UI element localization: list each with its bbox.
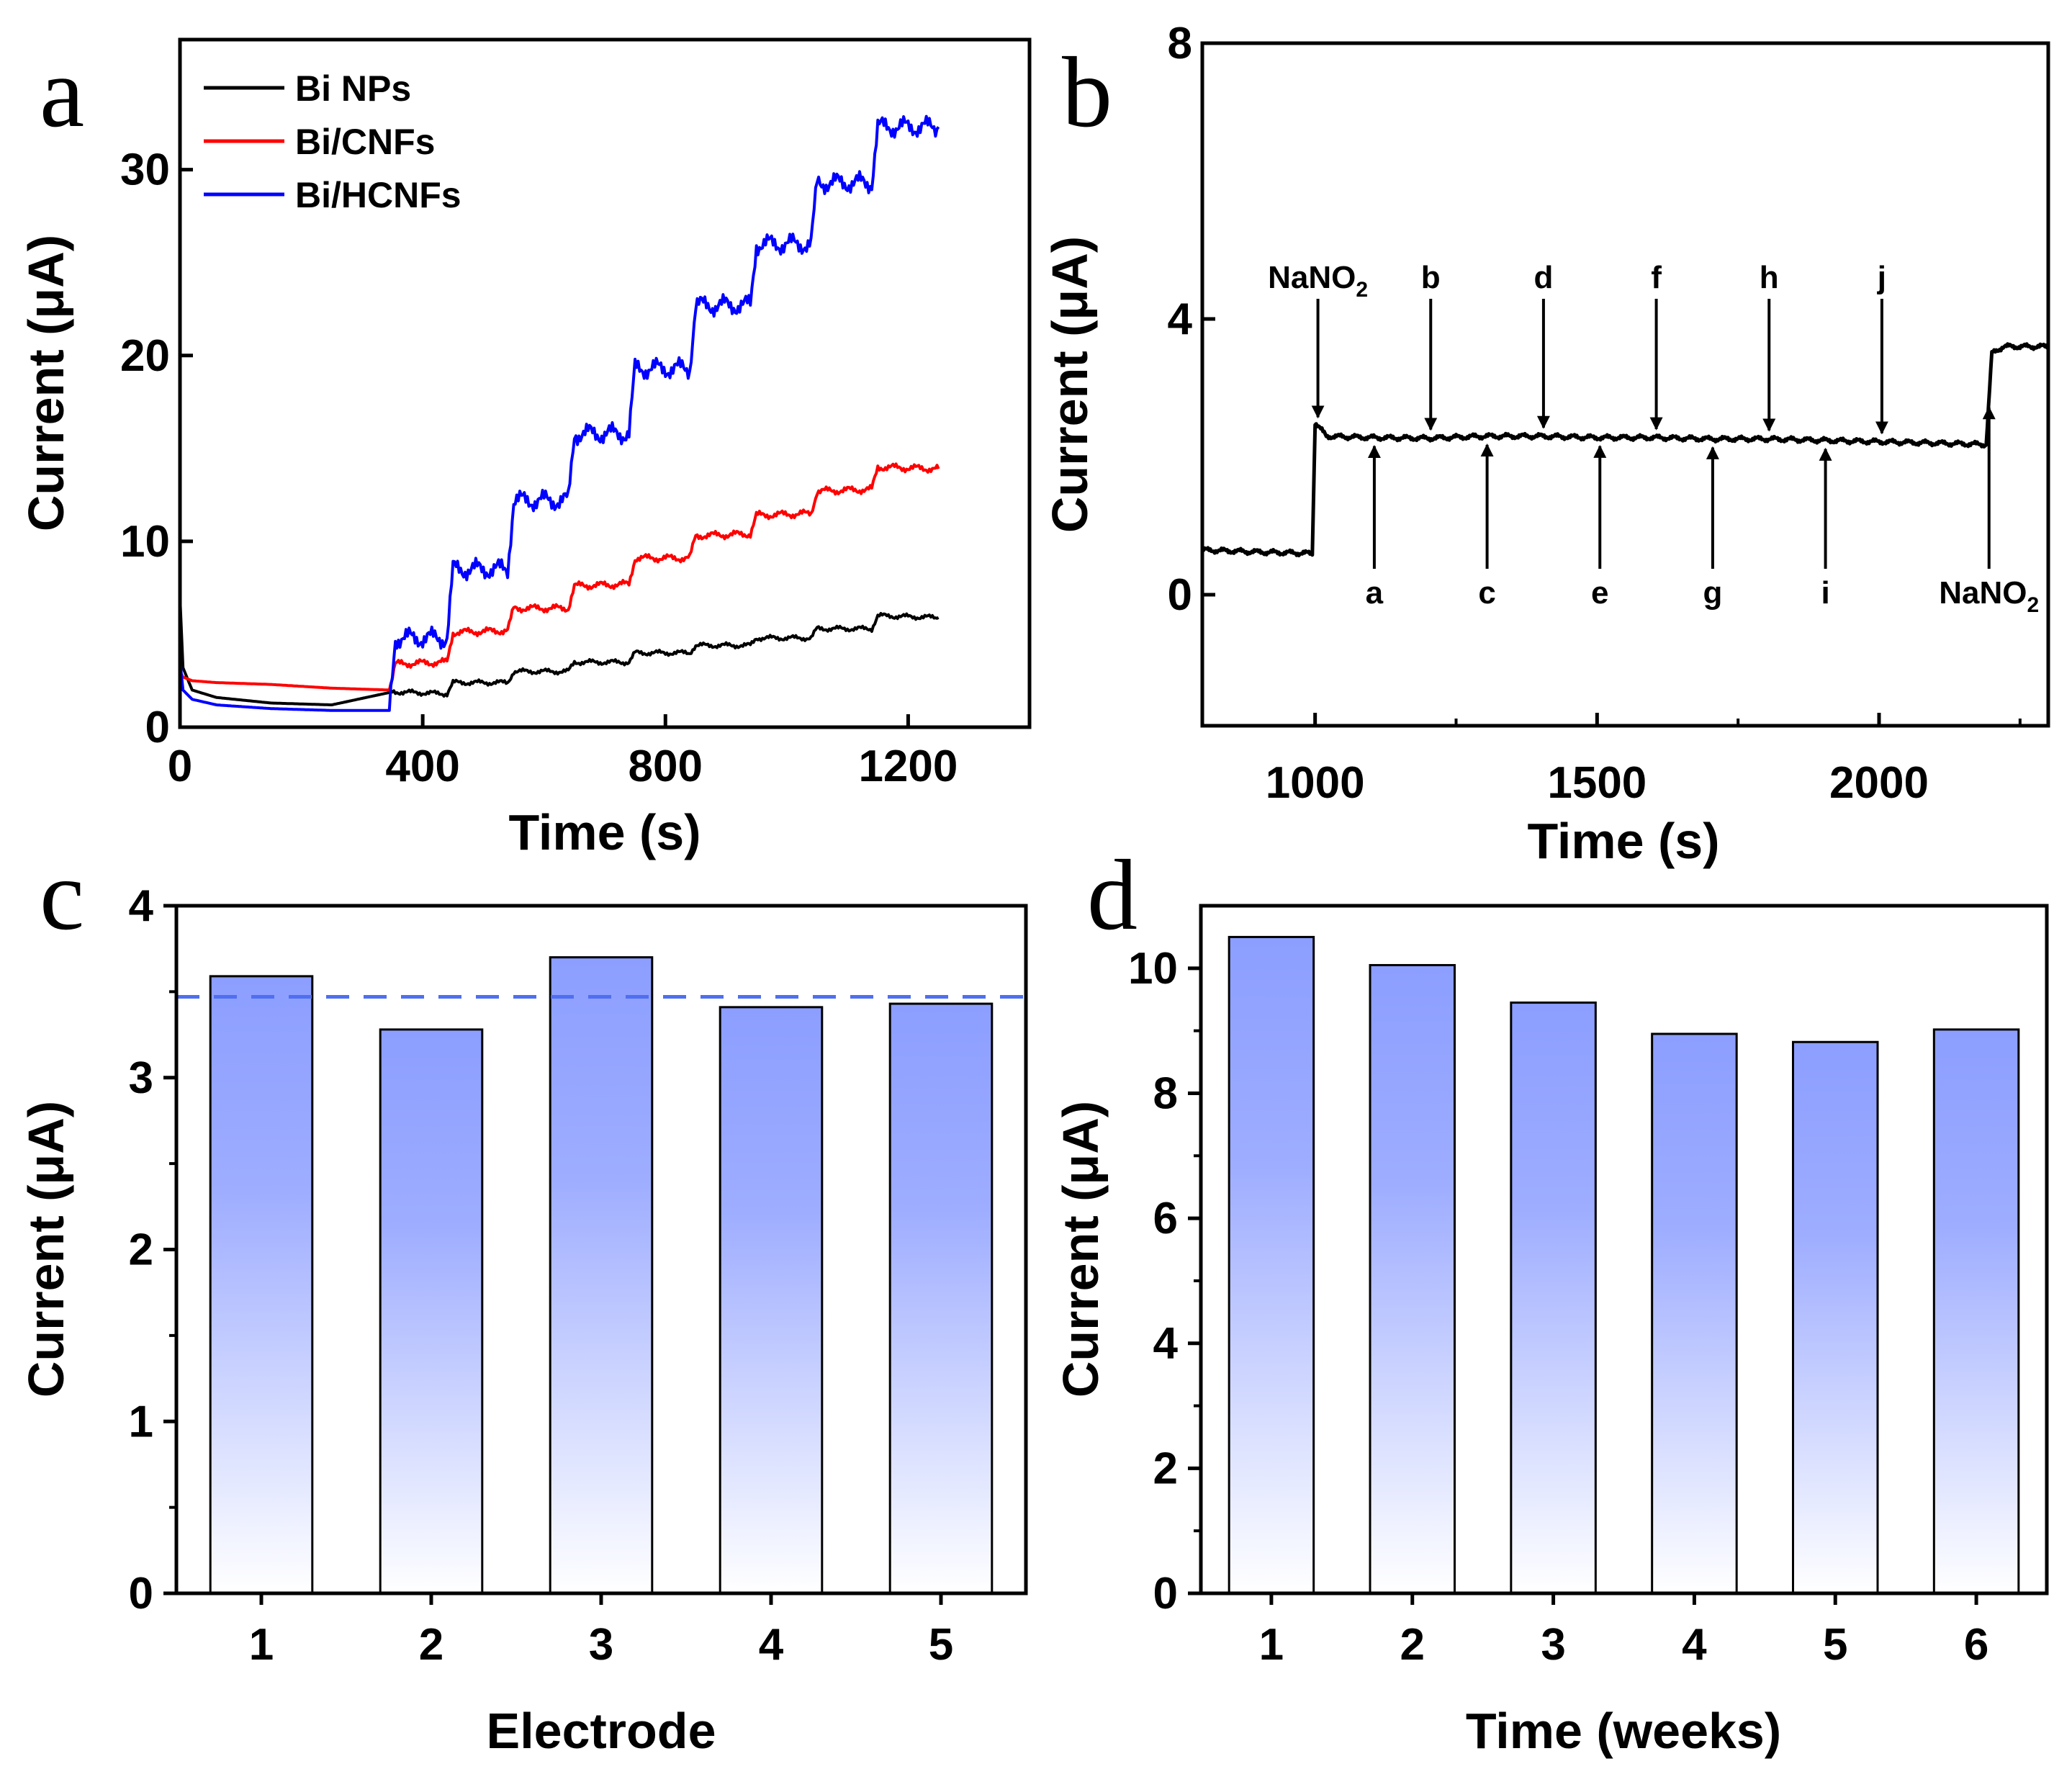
panel-a-xtick-label: 400 (385, 742, 459, 791)
legend-label-bi-cnfs: Bi/CNFs (295, 122, 435, 162)
panel-d-xtick-label: 2 (1400, 1620, 1425, 1670)
panel-d-ytick-label: 8 (1153, 1068, 1178, 1118)
panel-b-xtick-label: 1000 (1266, 758, 1365, 808)
panel-d-ytick-label: 4 (1153, 1319, 1179, 1369)
annotation-g-bottom-label: g (1703, 575, 1722, 611)
panel-c-xlabel: Electrode (487, 1703, 716, 1759)
panel-c-ticks: 1 2 3 4 5 0 1 2 3 4 (129, 881, 954, 1670)
series-line-bi-cnfs (179, 462, 940, 692)
legend-label-bi-hcnfs: Bi/HCNFs (295, 175, 461, 215)
panel-c-ytick-label: 4 (129, 881, 154, 931)
panel-a-legend: Bi NPs Bi/CNFs Bi/HCNFs (204, 68, 461, 215)
panel-c-xtick-label: 3 (589, 1620, 613, 1670)
annotation-e-bottom-label: e (1591, 575, 1608, 611)
panel-b-xtick-label: 2000 (1829, 758, 1929, 808)
annotation-a-bottom-label: a (1366, 575, 1384, 611)
panel-d-xtick-label: 1 (1259, 1620, 1284, 1670)
panel-b-ytick-label: 0 (1168, 570, 1192, 620)
panel-c-ytick-label: 1 (129, 1397, 153, 1446)
annotation-nano2-top-label: NaNO2 (1268, 260, 1368, 302)
panel-d-xtick-label: 4 (1682, 1620, 1707, 1670)
annotation-c-bottom-label: c (1478, 575, 1495, 611)
bar-week-1 (1228, 935, 1315, 1595)
panel-d-bars (1228, 935, 2020, 1595)
bar-electrode-5 (888, 1002, 994, 1595)
panel-a-ytick-label: 30 (120, 145, 170, 195)
panel-c-ytick-label: 0 (129, 1569, 153, 1619)
panel-a-ticks: 0 10 20 30 0 400 800 1200 (120, 145, 958, 791)
panel-d-xtick-label: 6 (1964, 1620, 1988, 1670)
annotation-f-top-label: f (1651, 260, 1662, 295)
panel-a-ytick-label: 10 (120, 517, 170, 567)
panel-d-ytick-label: 2 (1153, 1444, 1178, 1493)
panel-d: 1 2 3 4 5 6 0 2 4 6 8 10 Time (weeks) Current (μA) (1053, 904, 2049, 1759)
panel-b-ticks: 0 4 8 1000 1500 2000 (1168, 19, 2022, 808)
bar-week-5 (1792, 1040, 1879, 1595)
panel-d-ytick-label: 6 (1153, 1194, 1178, 1243)
panel-d-frame (1199, 904, 2049, 1595)
panel-letter-c: c (40, 840, 84, 951)
panel-c-ylabel: Current (μA) (18, 1101, 74, 1397)
panel-a-xlabel: Time (s) (508, 804, 701, 860)
panel-c-bars (209, 956, 994, 1595)
panel-b-ytick-label: 4 (1168, 294, 1193, 344)
panel-d-xtick-label: 3 (1541, 1620, 1565, 1670)
panel-b-ylabel: Current (μA) (1042, 236, 1098, 533)
panel-a-xtick-label: 800 (629, 742, 703, 791)
annotation-d-top-label: d (1533, 260, 1553, 295)
series-line-bi-nps (179, 597, 940, 706)
panel-a-ytick-label: 20 (120, 331, 170, 381)
panel-b-xlabel: Time (s) (1527, 813, 1719, 869)
panel-d-xlabel: Time (weeks) (1466, 1703, 1781, 1759)
panel-a-ylabel: Current (μA) (18, 235, 74, 531)
panel-a: 0 10 20 30 0 400 800 1200 Bi NPs Bi/CNFs Bi/HCN… (18, 37, 1032, 860)
panel-letter-b: b (1062, 37, 1112, 148)
panel-c-xtick-label: 4 (759, 1620, 784, 1670)
annotation-nano2-bottom-label: NaNO2 (1939, 575, 2039, 617)
bar-week-6 (1932, 1028, 2020, 1595)
series-line-i-t (1201, 342, 2050, 558)
panel-d-ticks: 1 2 3 4 5 6 0 2 4 6 8 10 (1128, 944, 1988, 1670)
panel-b-annotations: NaNO2 b d f h j a c e g i NaNO2 (1268, 260, 2039, 617)
panel-b-ytick-label: 8 (1168, 19, 1192, 68)
panel-b-frame (1200, 41, 2050, 728)
panel-a-ytick-label: 0 (145, 703, 170, 752)
panel-c-ytick-label: 3 (129, 1053, 153, 1103)
panel-c-xtick-label: 1 (249, 1620, 274, 1670)
panel-b-series-group (1201, 342, 2050, 558)
panel-a-series-group (179, 114, 940, 712)
panel-d-xtick-label: 5 (1823, 1620, 1847, 1670)
bar-week-3 (1510, 1001, 1597, 1595)
panel-b: 0 4 8 1000 1500 2000 NaNO2 b d f h j a c e g i NaNO2 Tim… (1042, 19, 2050, 869)
panel-a-xtick-label: 1200 (858, 742, 958, 791)
bar-electrode-2 (379, 1028, 484, 1595)
panel-d-ytick-label: 10 (1128, 944, 1178, 994)
series-line-bi-hcnfs (179, 114, 940, 712)
bar-electrode-4 (719, 1006, 824, 1595)
panel-c: 1 2 3 4 5 0 1 2 3 4 Electrode Current (μA) (18, 881, 1028, 1759)
legend-label-bi-nps: Bi NPs (295, 68, 411, 109)
bar-week-4 (1651, 1032, 1738, 1595)
panel-a-frame (178, 37, 1032, 729)
panel-c-ytick-label: 2 (129, 1225, 153, 1275)
panel-letter-d: d (1087, 840, 1138, 951)
annotation-i-bottom-label: i (1821, 575, 1829, 611)
bar-electrode-3 (549, 956, 654, 1595)
bar-electrode-1 (209, 975, 314, 1595)
panel-c-xtick-label: 5 (929, 1620, 953, 1670)
bar-week-2 (1369, 963, 1456, 1595)
panel-c-xtick-label: 2 (419, 1620, 443, 1670)
annotation-b-top-label: b (1421, 260, 1441, 295)
annotation-h-top-label: h (1760, 260, 1779, 295)
panel-d-ytick-label: 0 (1153, 1569, 1178, 1619)
annotation-j-top-label: j (1877, 260, 1886, 295)
panel-d-ylabel: Current (μA) (1053, 1101, 1109, 1397)
panel-b-xtick-label: 1500 (1547, 758, 1647, 808)
panel-letter-a: a (40, 37, 84, 148)
panel-a-xtick-label: 0 (168, 742, 192, 791)
